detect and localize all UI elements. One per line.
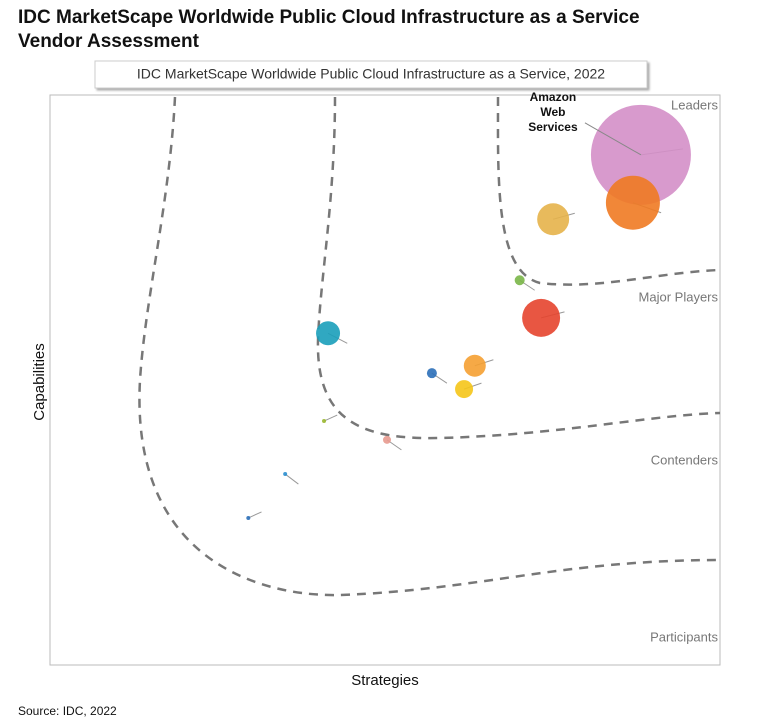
title-line: IDC MarketScape Worldwide Public Cloud I… bbox=[18, 7, 640, 28]
zone-label: Major Players bbox=[639, 289, 719, 304]
leader-line bbox=[284, 473, 299, 485]
zone-label: Contenders bbox=[651, 452, 719, 467]
leader-line bbox=[323, 414, 338, 422]
zone-label: Participants bbox=[650, 629, 718, 644]
subtitle-box bbox=[94, 60, 648, 89]
label-line bbox=[584, 122, 642, 156]
y-axis-label: Capabilities bbox=[31, 343, 48, 421]
bubble bbox=[522, 298, 561, 337]
bubble bbox=[322, 419, 327, 424]
source: Source: IDC, 2022 bbox=[18, 704, 117, 718]
bubble bbox=[246, 515, 251, 520]
bubble bbox=[514, 275, 525, 286]
title-line: Vendor Assessment bbox=[18, 31, 200, 52]
leaders-boundary bbox=[496, 96, 721, 286]
subtitle: IDC MarketScape Worldwide Public Cloud I… bbox=[137, 66, 605, 82]
bubble bbox=[316, 321, 341, 346]
plot-frame bbox=[49, 94, 721, 666]
bubble bbox=[537, 203, 570, 236]
x-axis-label: Strategies bbox=[351, 672, 419, 689]
major-boundary bbox=[316, 96, 721, 440]
zone-label: Leaders bbox=[671, 97, 718, 112]
contenders-boundary bbox=[138, 96, 721, 597]
zone-boundaries bbox=[138, 96, 721, 597]
bubble bbox=[383, 435, 392, 444]
bubble bbox=[426, 368, 437, 379]
bubbles: Amazon Web Services bbox=[246, 90, 691, 520]
bubble bbox=[463, 354, 486, 377]
bubble bbox=[605, 175, 660, 230]
bubble bbox=[455, 380, 474, 399]
leader-line bbox=[248, 511, 262, 519]
bubble-label: Amazon Web Services bbox=[528, 90, 578, 134]
bubble bbox=[283, 472, 288, 477]
